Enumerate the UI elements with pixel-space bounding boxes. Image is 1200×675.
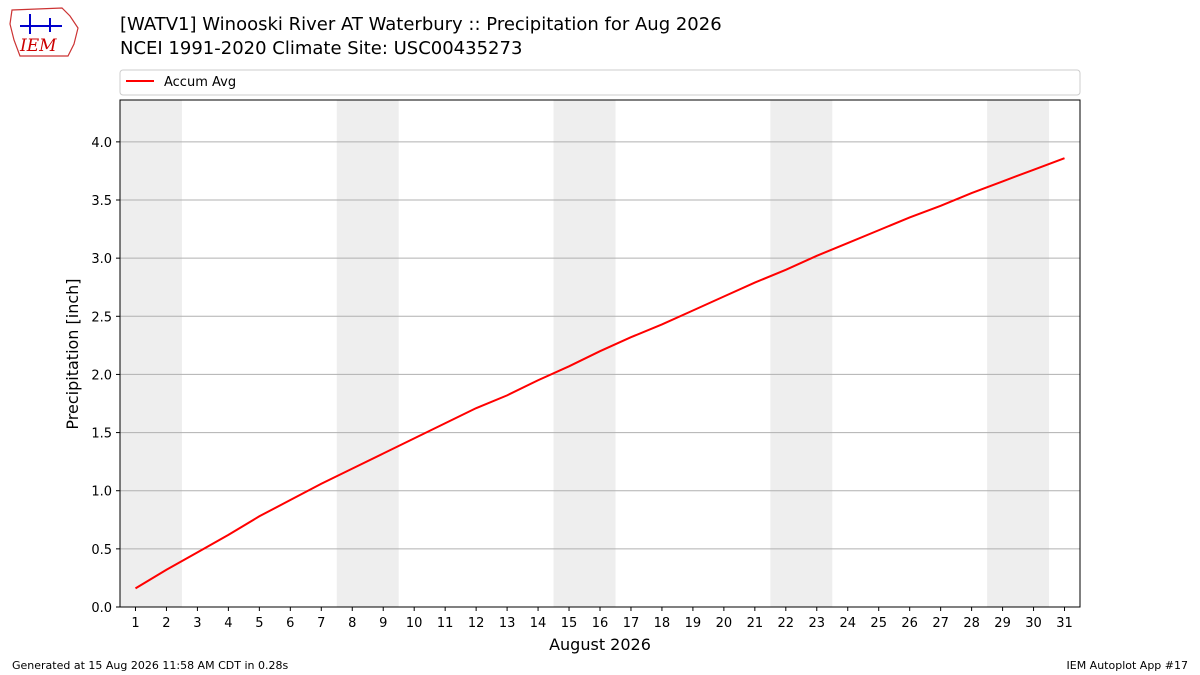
chart-subtitle: NCEI 1991-2020 Climate Site: USC00435273 (120, 38, 522, 59)
plot-frame (119, 99, 1081, 608)
x-tick-label: 4 (224, 616, 232, 631)
x-tick-label: 25 (870, 616, 887, 631)
x-tick-label: 11 (437, 616, 454, 631)
x-tick-label: 26 (901, 616, 918, 631)
y-tick-label: 2.5 (91, 310, 112, 325)
x-tick-label: 9 (379, 616, 387, 631)
x-axis-label: August 2026 (549, 635, 651, 654)
x-tick-label: 29 (994, 616, 1011, 631)
x-tick-label: 15 (561, 616, 578, 631)
x-tick-label: 19 (685, 616, 702, 631)
y-tick-label: 3.5 (91, 194, 112, 209)
y-tick-label: 4.0 (91, 136, 112, 151)
footer-left: Generated at 15 Aug 2026 11:58 AM CDT in… (12, 659, 288, 672)
weekend-shade (987, 100, 1050, 607)
x-tick-label: 21 (747, 616, 764, 631)
logo: IEM (9, 7, 79, 57)
x-tick-label: 16 (592, 616, 609, 631)
y-tick-label: 1.0 (91, 485, 112, 500)
legend-box (119, 69, 1081, 96)
x-tick-label: 3 (193, 616, 201, 631)
x-tick-label: 22 (778, 616, 795, 631)
x-tick-label: 6 (286, 616, 294, 631)
x-tick-label: 7 (317, 616, 325, 631)
y-tick-label: 0.5 (91, 543, 112, 558)
x-tick-label: 2 (162, 616, 170, 631)
y-tick-label: 3.0 (91, 252, 112, 267)
x-tick-label: 13 (499, 616, 516, 631)
x-tick-label: 30 (1025, 616, 1042, 631)
x-tick-label: 12 (468, 616, 485, 631)
weekend-shade (770, 100, 833, 607)
x-tick-label: 5 (255, 616, 263, 631)
weekend-shade (336, 100, 399, 607)
y-tick-label: 2.0 (91, 368, 112, 383)
x-tick-label: 20 (716, 616, 733, 631)
x-tick-label: 24 (839, 616, 856, 631)
x-tick-label: 18 (654, 616, 671, 631)
x-tick-label: 10 (406, 616, 423, 631)
x-tick-label: 8 (348, 616, 356, 631)
x-tick-label: 14 (530, 616, 547, 631)
x-tick-label: 23 (809, 616, 826, 631)
chart-title: [WATV1] Winooski River AT Waterbury :: P… (120, 14, 722, 35)
legend-label: Accum Avg (164, 75, 236, 90)
x-tick-label: 31 (1056, 616, 1073, 631)
y-tick-label: 0.0 (91, 601, 112, 616)
logo-text: IEM (19, 36, 57, 56)
x-tick-label: 27 (932, 616, 949, 631)
y-tick-label: 1.5 (91, 427, 112, 442)
y-axis-label: Precipitation [inch] (63, 278, 82, 429)
x-tick-label: 28 (963, 616, 980, 631)
weekend-shade (120, 100, 182, 607)
x-tick-label: 17 (623, 616, 640, 631)
weekend-shade (553, 100, 616, 607)
line-series (134, 157, 1065, 590)
x-tick-label: 1 (131, 616, 139, 631)
footer-right: IEM Autoplot App #17 (1067, 659, 1189, 672)
